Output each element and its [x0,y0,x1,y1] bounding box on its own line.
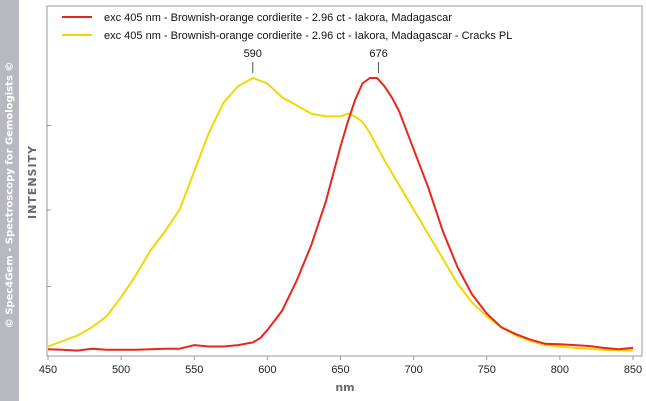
series-line-2 [47,77,634,352]
x-tick-label: 600 [258,364,276,376]
y-axis-ticks [47,125,51,287]
x-tick-label: 550 [185,364,203,376]
series-line-1 [47,77,634,352]
x-tick-label: 850 [624,364,642,376]
legend-label-1: exc 405 nm - Brownish-orange cordierite … [104,12,452,24]
legend-label-2: exc 405 nm - Brownish-orange cordierite … [104,30,512,42]
annotation-layer: 590 676 [244,48,388,73]
y-axis-title: INTENSITY [26,145,39,219]
x-axis-title: nm [335,381,354,394]
x-tick-label: 700 [404,364,422,376]
legend: exc 405 nm - Brownish-orange cordierite … [62,12,512,42]
x-tick-label: 450 [39,364,57,376]
x-tick-label: 500 [112,364,130,376]
plot-frame [46,5,643,357]
watermark-sidebar: © Spec4Gem - Spectroscopy for Gemologist… [0,0,19,401]
series-layer [47,77,634,352]
x-tick-label: 750 [478,364,496,376]
x-axis-ticks: 450 500 550 600 650 700 750 800 850 [39,356,642,376]
x-tick-label: 650 [331,364,349,376]
peak-label: 676 [369,48,387,60]
peak-label: 590 [244,48,262,60]
x-tick-label: 800 [551,364,569,376]
